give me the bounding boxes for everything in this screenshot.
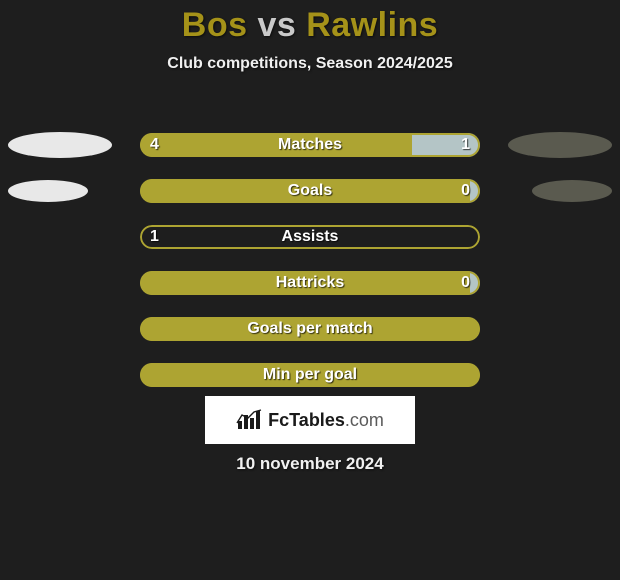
player2-oval xyxy=(508,132,612,158)
bar-segment-player2 xyxy=(412,133,480,157)
stat-bar: 1Assists xyxy=(140,225,480,249)
bar-segment-player2 xyxy=(470,179,480,203)
title: Bos vs Rawlins xyxy=(0,0,620,45)
stat-bar: 41Matches xyxy=(140,133,480,157)
bar-chart-icon xyxy=(236,409,262,431)
bar-segment-player1 xyxy=(140,271,470,295)
stat-label: Assists xyxy=(140,225,480,249)
stat-row: 41Matches xyxy=(0,122,620,168)
bar-segment-player1 xyxy=(140,133,412,157)
player2-oval xyxy=(532,180,612,202)
bar-segment-player2 xyxy=(470,271,480,295)
comparison-infographic: Bos vs Rawlins Club competitions, Season… xyxy=(0,0,620,580)
bar-segment-player1 xyxy=(140,317,480,341)
logo-domain: .com xyxy=(345,410,384,430)
logo-main: FcTables xyxy=(268,410,345,430)
stat-bar: 0Hattricks xyxy=(140,271,480,295)
logo-box: FcTables.com xyxy=(205,396,415,444)
title-player1: Bos xyxy=(182,6,248,44)
logo-text: FcTables.com xyxy=(268,410,384,431)
stat-row: Goals per match xyxy=(0,306,620,352)
stat-bar: 0Goals xyxy=(140,179,480,203)
bar-segment-player1 xyxy=(140,179,470,203)
stat-row: Min per goal xyxy=(0,352,620,398)
date-text: 10 november 2024 xyxy=(0,454,620,474)
bar-border xyxy=(140,225,480,249)
player1-oval xyxy=(8,180,88,202)
stat-bar: Goals per match xyxy=(140,317,480,341)
stat-row: 0Goals xyxy=(0,168,620,214)
subtitle: Club competitions, Season 2024/2025 xyxy=(0,55,620,73)
stat-row: 0Hattricks xyxy=(0,260,620,306)
title-player2: Rawlins xyxy=(306,6,438,44)
bar-segment-player1 xyxy=(140,363,480,387)
player1-oval xyxy=(8,132,112,158)
title-vs: vs xyxy=(257,6,296,44)
value-player1: 1 xyxy=(140,225,169,249)
stat-row: 1Assists xyxy=(0,214,620,260)
stat-rows: 41Matches 0Goals 1Assists 0Hattricks Goals p… xyxy=(0,122,620,398)
stat-bar: Min per goal xyxy=(140,363,480,387)
